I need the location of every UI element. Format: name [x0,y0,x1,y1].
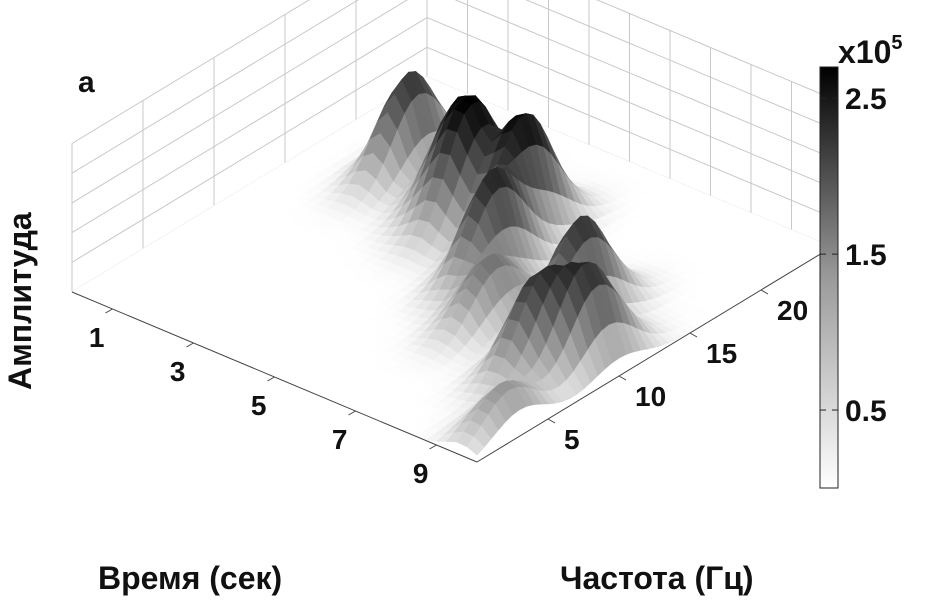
x-tick [105,308,113,314]
axes: 1 3 5 7 9 5 10 15 20 [71,246,833,489]
x-tick [186,342,194,348]
colorbar-multiplier: x105 [838,32,903,71]
y-axis-line [476,246,833,463]
grid-line [71,46,428,263]
y-axis-label: Частота (Гц) [560,560,754,596]
colorbar-tick-label: 2.5 [845,83,887,116]
z-axis-label: Амплитуда [2,212,38,390]
grid-line [71,0,359,174]
surface-patch [466,436,485,456]
x-axis-label: Время (сек) [98,560,283,596]
surface-plot [71,71,833,456]
x-tick [348,410,356,416]
x-tick [429,444,437,450]
colorbar-multiplier-exponent: 5 [891,32,903,54]
y-tick-label: 5 [564,424,580,455]
x-tick-label: 3 [170,356,186,387]
colorbar-gradient [819,66,839,489]
x-tick-label: 5 [251,390,267,421]
colorbar-tick-label: 1.5 [845,239,887,272]
grid-line [71,0,310,144]
x-tick-label: 7 [332,424,348,455]
x-tick-label: 1 [89,322,105,353]
colorbar-tick-label: 0.5 [845,395,887,428]
grid-line [71,0,408,204]
y-tick-label: 20 [777,295,808,326]
grid-line [71,17,428,234]
y-tick [618,375,627,381]
panel-label: a [78,66,95,99]
y-tick-label: 10 [635,381,666,412]
y-tick [760,289,769,295]
y-tick [547,418,556,424]
y-tick [689,332,698,338]
axis-box [71,0,833,293]
y-tick-label: 15 [706,338,737,369]
x-tick-label: 9 [413,458,429,489]
colorbar: 0.5 1.5 2.5 [819,66,887,489]
colorbar-multiplier-base: x10 [838,34,892,70]
x-tick [267,376,275,382]
